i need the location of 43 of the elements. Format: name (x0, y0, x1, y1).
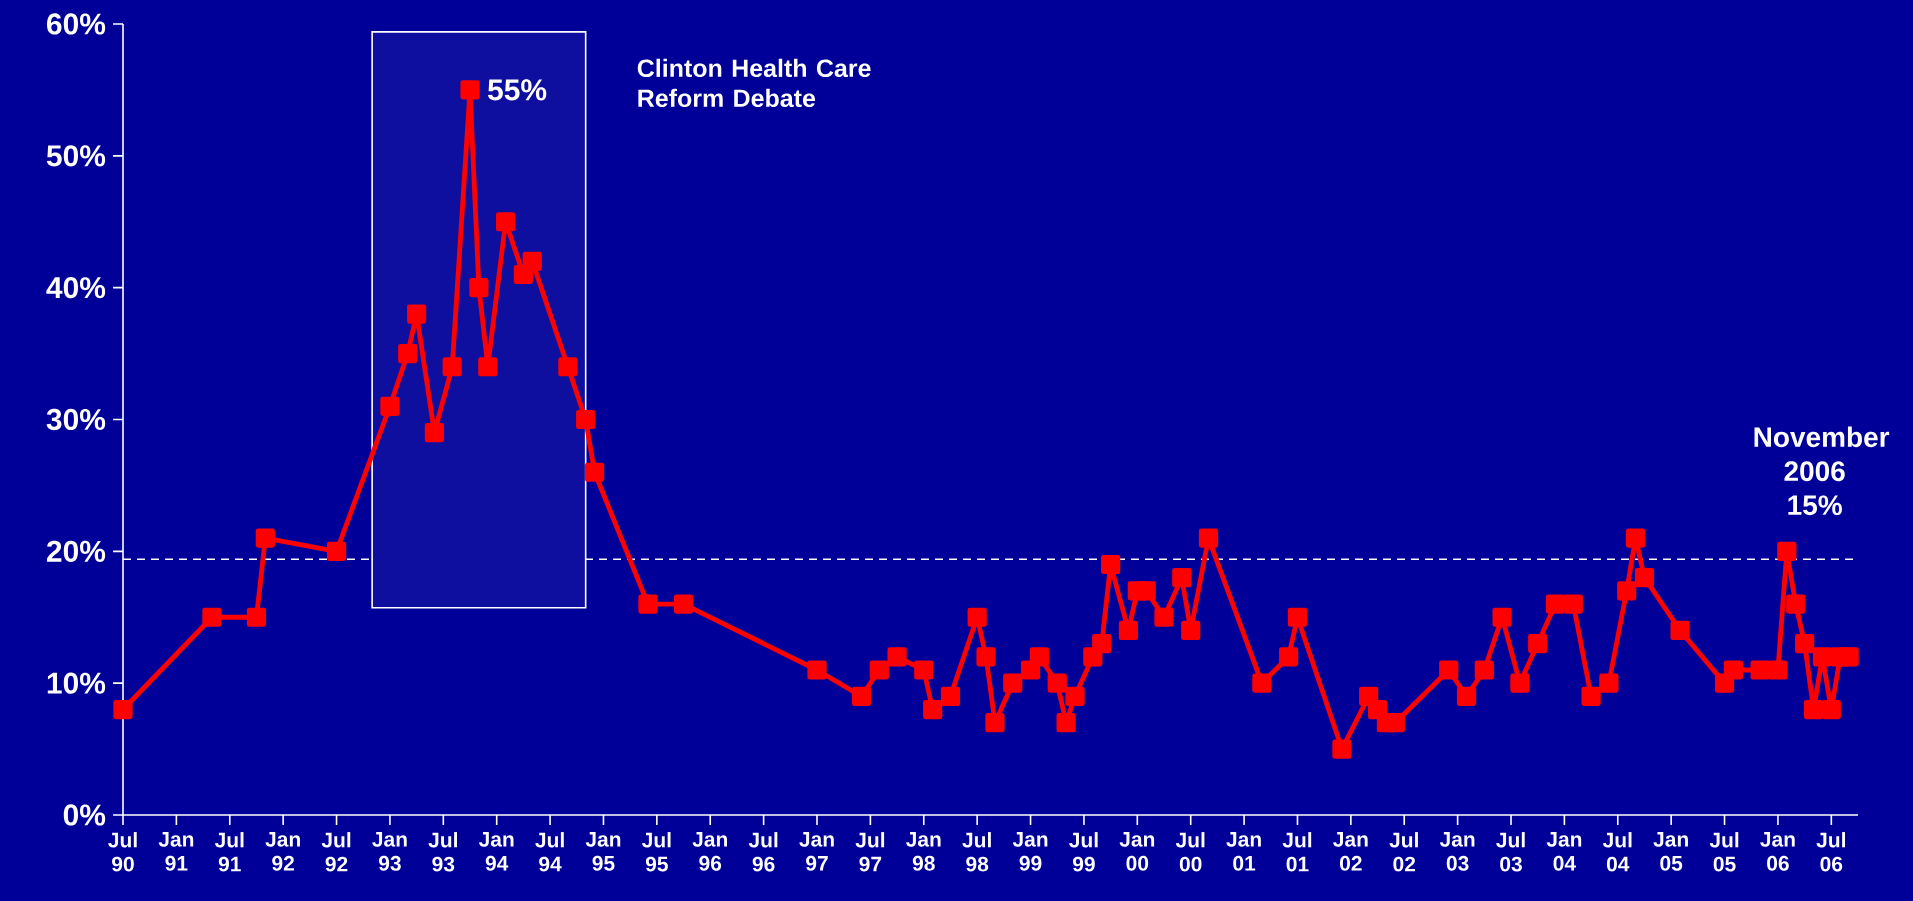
y-tick-label: 50% (46, 145, 106, 167)
x-tick-label: Jul 00 (1175, 832, 1205, 872)
y-tick-label: 0% (63, 804, 106, 826)
x-tick-label: Jul 99 (1069, 832, 1098, 872)
y-tick-label: 60% (47, 13, 106, 35)
x-tick-label: Jan 06 (1760, 832, 1795, 871)
x-tick-label: Jul 06 (1816, 832, 1846, 872)
x-tick-label: Jan 00 (1119, 832, 1155, 871)
x-tick-label: Jan 98 (906, 832, 941, 871)
x-tick-label: Jul 97 (855, 832, 885, 872)
x-tick-label: Jan 92 (265, 832, 300, 871)
annotation: 55% (487, 79, 547, 101)
x-tick-label: Jul 02 (1389, 832, 1418, 872)
x-tick-label: Jan 03 (1439, 832, 1475, 871)
x-tick-label: Jan 05 (1653, 832, 1688, 871)
x-tick-label: Jul 01 (1282, 832, 1312, 872)
x-tick-label: Jan 04 (1546, 832, 1582, 871)
x-tick-label: Jul 96 (748, 832, 778, 872)
band-label: Clinton Health Care Reform Debate (637, 58, 871, 108)
y-tick-label: 40% (46, 277, 106, 299)
y-tick-label: 20% (46, 540, 106, 562)
x-tick-label: Jan 96 (692, 832, 728, 871)
x-tick-label: Jan 94 (478, 832, 514, 871)
x-tick-label: Jul 92 (321, 832, 351, 872)
x-tick-label: Jul 98 (962, 832, 991, 872)
x-tick-label: Jul 04 (1602, 832, 1632, 872)
x-tick-label: Jul 05 (1709, 832, 1739, 872)
x-tick-label: Jul 03 (1496, 832, 1525, 872)
x-tick-label: Jan 02 (1333, 832, 1368, 871)
x-tick-label: Jul 91 (214, 832, 244, 872)
annotation: November 2006 15% (1754, 426, 1890, 516)
x-tick-label: Jan 95 (585, 832, 621, 871)
x-tick-label: Jul 94 (535, 832, 564, 872)
x-tick-label: Jan 91 (158, 832, 194, 871)
x-tick-label: Jan 01 (1226, 832, 1261, 871)
x-tick-label: Jul 90 (108, 832, 137, 872)
x-tick-label: Jan 93 (372, 832, 407, 871)
y-tick-label: 30% (46, 408, 106, 431)
x-tick-label: Jan 97 (799, 832, 834, 871)
x-tick-label: Jul 93 (428, 832, 458, 872)
x-tick-label: Jan 99 (1012, 832, 1048, 871)
y-tick-label: 10% (47, 672, 106, 694)
x-tick-label: Jul 95 (641, 832, 671, 872)
